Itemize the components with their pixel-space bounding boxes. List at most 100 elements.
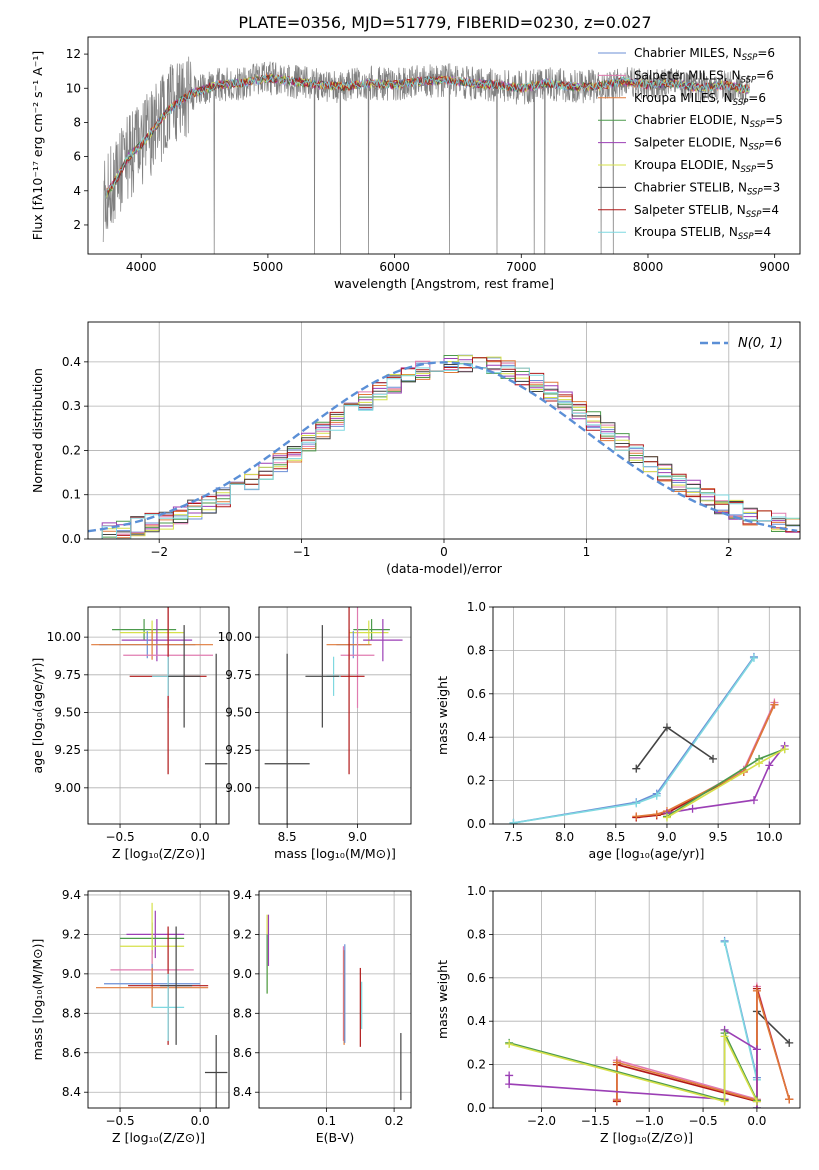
weight-line bbox=[513, 657, 755, 824]
plot-area bbox=[266, 914, 402, 1101]
y-tick-label: 0.2 bbox=[62, 443, 81, 457]
y-axis-label: age [log₁₀(age/yr)] bbox=[30, 658, 45, 774]
x-tick-label: 7000 bbox=[506, 260, 537, 274]
weight-vs-age-panel: 7.5 8.0 8.5 9.0 9.5 10.0 0.0 0.2 0.4 0.6 0.8 1.0 age… bbox=[435, 600, 801, 861]
x-tick-label: 0.0 bbox=[191, 830, 210, 844]
weight-marker bbox=[749, 796, 758, 805]
y-tick-label: 9.2 bbox=[62, 927, 81, 941]
plot-area bbox=[91, 607, 228, 824]
x-tick-label: 0.2 bbox=[385, 1114, 404, 1128]
plot-area bbox=[509, 652, 789, 824]
x-tick-label: 9.5 bbox=[709, 830, 728, 844]
axes-frame bbox=[258, 606, 412, 825]
weight-line bbox=[666, 748, 785, 819]
legend-entry: Chabrier MILES, NSSP=6 bbox=[634, 46, 775, 63]
y-tick-label: 0.0 bbox=[467, 817, 486, 831]
y-tick-label: 4 bbox=[73, 184, 81, 198]
x-axis-label: mass [log₁₀(M/M⊙)] bbox=[274, 846, 396, 861]
y-tick-label: 0.0 bbox=[467, 1101, 486, 1115]
legend-entry: Chabrier ELODIE, NSSP=5 bbox=[634, 113, 783, 130]
observed-spectrum bbox=[102, 56, 750, 254]
weight-marker bbox=[505, 1071, 514, 1080]
x-tick-label: −0.5 bbox=[105, 830, 134, 844]
y-axis-label: mass weight bbox=[435, 960, 450, 1039]
x-tick-label: −2 bbox=[150, 545, 168, 559]
y-tick-label: 12 bbox=[66, 47, 81, 61]
weight-marker bbox=[632, 812, 641, 821]
weight-marker bbox=[662, 723, 671, 732]
y-tick-label: 0.6 bbox=[467, 687, 486, 701]
x-axis-label: Z [log₁₀(Z/Z⊙)] bbox=[600, 1130, 693, 1145]
y-tick-label: 1.0 bbox=[467, 600, 486, 614]
weight-marker bbox=[505, 1039, 514, 1048]
y-tick-label: 0.8 bbox=[467, 927, 486, 941]
y-tick-label: 9.0 bbox=[233, 967, 252, 981]
x-tick-label: 2 bbox=[725, 545, 733, 559]
y-axis-label: mass [log₁₀(M/M⊙)] bbox=[30, 939, 45, 1061]
y-tick-label: 10.00 bbox=[218, 630, 252, 644]
weight-marker bbox=[652, 810, 661, 819]
y-tick-label: 9.50 bbox=[225, 705, 252, 719]
x-axis-label: Z [log₁₀(Z/Z⊙)] bbox=[112, 1130, 205, 1145]
weight-marker bbox=[752, 986, 761, 995]
y-tick-label: 8.8 bbox=[233, 1006, 252, 1020]
weight-marker bbox=[765, 761, 774, 770]
axes-frame bbox=[492, 606, 801, 825]
weight-marker bbox=[720, 1097, 729, 1106]
weight-marker bbox=[688, 804, 697, 813]
x-tick-label: 8000 bbox=[633, 260, 664, 274]
residuals-panel: N(0, 1) −2 −1 0 1 2 0.0 0.1 0.2 0.3 0.4 (data-model… bbox=[30, 321, 801, 576]
y-tick-label: 2 bbox=[73, 218, 81, 232]
x-tick-label: −0.5 bbox=[105, 1114, 134, 1128]
legend-entry: Salpeter MILES, NSSP=6 bbox=[634, 68, 774, 85]
weight-marker bbox=[632, 764, 641, 773]
y-tick-label: 9.2 bbox=[233, 927, 252, 941]
x-tick-label: 9.0 bbox=[348, 830, 367, 844]
mass-vs-ebv-panel: 0.1 0.2 8.4 8.6 8.8 9.0 9.2 9.4 E(B-V) bbox=[233, 888, 412, 1145]
model-spectrum bbox=[105, 74, 750, 199]
x-tick-label: 9000 bbox=[759, 260, 790, 274]
y-tick-label: 9.00 bbox=[54, 781, 81, 795]
x-tick-label: 9.0 bbox=[657, 830, 676, 844]
x-tick-label: 1 bbox=[583, 545, 591, 559]
x-tick-label: 8.5 bbox=[606, 830, 625, 844]
weight-line bbox=[508, 1036, 758, 1103]
legend-entry: N(0, 1) bbox=[738, 336, 783, 351]
y-tick-label: 0.4 bbox=[467, 730, 486, 744]
y-tick-label: 0.2 bbox=[467, 1058, 486, 1072]
y-axis-label: mass weight bbox=[435, 676, 450, 755]
weight-marker bbox=[785, 1038, 794, 1047]
x-tick-label: 7.5 bbox=[504, 830, 523, 844]
x-axis-label: Z [log₁₀(Z/Z⊙)] bbox=[112, 846, 205, 861]
legend-entry: Kroupa ELODIE, NSSP=5 bbox=[634, 158, 774, 175]
plot-area bbox=[96, 902, 228, 1108]
spectrum-panel: Chabrier MILES, NSSP=6 Salpeter MILES, NS… bbox=[30, 36, 801, 291]
axes-frame bbox=[258, 890, 412, 1109]
age-vs-z-panel: −0.5 0.0 9.00 9.25 9.50 9.75 10.00 Z [log₁₀(Z/Z… bbox=[30, 606, 230, 861]
weight-marker bbox=[632, 799, 641, 808]
plot-area bbox=[102, 56, 750, 254]
weight-marker bbox=[752, 1097, 761, 1106]
x-tick-label: −1.0 bbox=[635, 1114, 664, 1128]
y-tick-label: 8.6 bbox=[233, 1046, 252, 1060]
plot-area bbox=[264, 607, 403, 824]
weight-marker bbox=[749, 653, 758, 662]
weight-marker bbox=[785, 1095, 794, 1104]
weight-line bbox=[723, 941, 758, 1108]
legend-entry: Salpeter STELIB, NSSP=4 bbox=[634, 203, 779, 220]
y-tick-label: 8.4 bbox=[62, 1085, 81, 1099]
axes-frame bbox=[87, 36, 801, 255]
figure-title: PLATE=0356, MJD=51779, FIBERID=0230, z=0… bbox=[238, 13, 651, 32]
x-tick-label: 4000 bbox=[126, 260, 157, 274]
y-tick-label: 9.4 bbox=[62, 888, 81, 902]
y-tick-label: 8.8 bbox=[62, 1006, 81, 1020]
weight-marker bbox=[720, 1032, 729, 1041]
y-tick-label: 9.4 bbox=[233, 888, 252, 902]
y-tick-label: 8.6 bbox=[62, 1046, 81, 1060]
y-tick-label: 0.2 bbox=[467, 774, 486, 788]
y-tick-label: 9.50 bbox=[54, 705, 81, 719]
x-tick-label: 0.0 bbox=[191, 1114, 210, 1128]
y-axis-label: Flux [fλ10⁻¹⁷ erg cm⁻² s⁻¹ A⁻¹] bbox=[30, 51, 45, 240]
x-tick-label: −2.0 bbox=[527, 1114, 556, 1128]
x-tick-label: 5000 bbox=[253, 260, 284, 274]
